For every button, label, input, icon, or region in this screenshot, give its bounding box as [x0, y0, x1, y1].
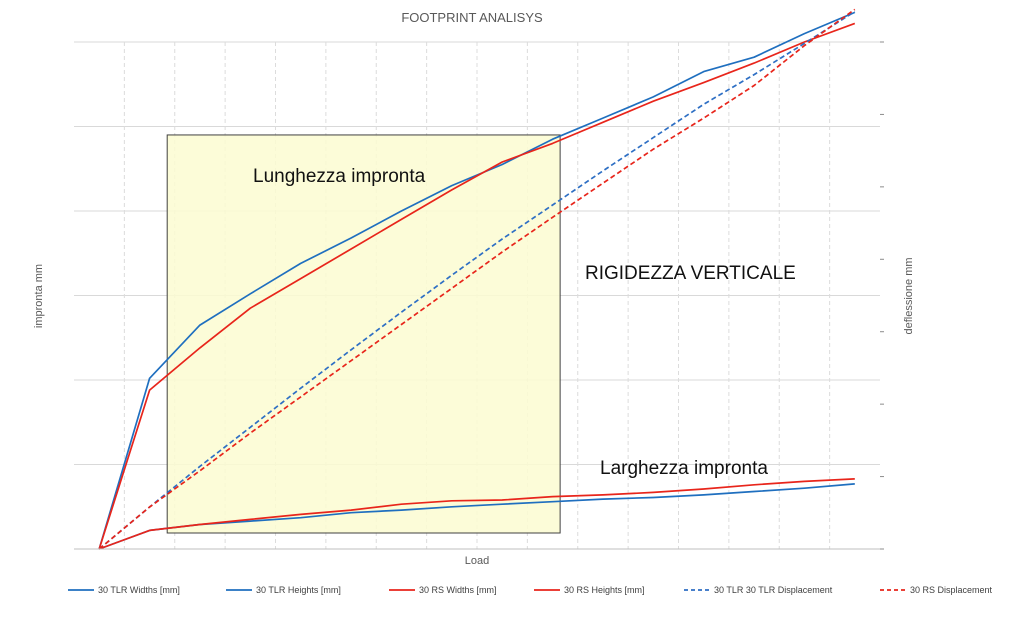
series-line-5 — [98, 8, 856, 550]
legend-label-2: 30 RS Widths [mm] — [419, 585, 497, 595]
annotation-rigidezza: RIGIDEZZA VERTICALE — [585, 263, 796, 284]
legend-label-1: 30 TLR Heights [mm] — [256, 585, 341, 595]
x-axis-title: Load — [465, 555, 489, 567]
chart-title: FOOTPRINT ANALISYS — [401, 10, 543, 25]
right-axis-title: deflessione mm — [903, 257, 915, 334]
axes — [74, 41, 884, 550]
series-line-4 — [98, 10, 856, 550]
left-axis-title: impronta mm — [33, 264, 45, 328]
legend-label-5: 30 RS Displacement — [910, 585, 993, 595]
legend-label-0: 30 TLR Widths [mm] — [98, 585, 180, 595]
legend-label-3: 30 RS Heights [mm] — [564, 585, 645, 595]
series-line-3 — [98, 22, 856, 550]
series-lines — [98, 8, 856, 550]
annotation-larghezza: Larghezza impronta — [600, 458, 768, 479]
highlight-region — [166, 134, 561, 534]
annotation-lunghezza: Lunghezza impronta — [253, 166, 426, 187]
legend: 30 TLR Widths [mm] 30 TLR Heights [mm] 30 … — [68, 585, 993, 595]
series-line-2 — [98, 478, 855, 550]
legend-label-4: 30 TLR 30 TLR Displacement — [714, 585, 833, 595]
